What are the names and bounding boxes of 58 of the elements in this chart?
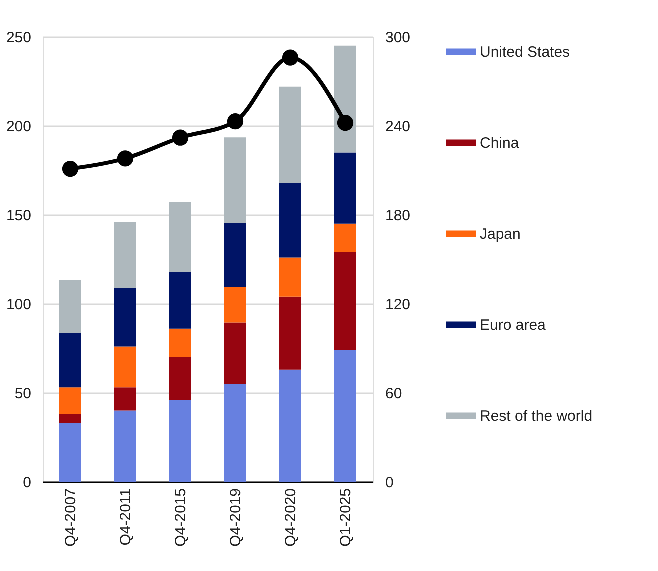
bar bbox=[114, 388, 136, 411]
y2-tick-label: 0 bbox=[386, 474, 394, 492]
x-tick-label: Q1-2025 bbox=[338, 488, 354, 547]
bar bbox=[60, 333, 82, 388]
bar bbox=[170, 400, 192, 482]
bar bbox=[224, 223, 246, 288]
x-tick-label: Q4-2015 bbox=[172, 488, 190, 547]
legend-label: Japan bbox=[480, 226, 521, 243]
y2-tick-label: 180 bbox=[386, 208, 411, 224]
bar bbox=[224, 384, 246, 482]
y2-tick-label: 120 bbox=[386, 296, 411, 314]
point bbox=[117, 150, 134, 167]
y2-tick-label: 60 bbox=[386, 386, 402, 402]
x-tick-label: Q4-2007 bbox=[62, 488, 80, 547]
y-tick-label: 150 bbox=[6, 208, 32, 224]
bar bbox=[170, 202, 192, 272]
bar bbox=[60, 414, 82, 424]
bar bbox=[114, 346, 136, 388]
y-tick-label: 0 bbox=[23, 474, 32, 492]
y-tick-label: 250 bbox=[6, 30, 32, 46]
legend-label: United States bbox=[480, 44, 570, 61]
legend-label: China bbox=[480, 135, 520, 152]
bar bbox=[280, 296, 302, 370]
bar bbox=[334, 152, 356, 224]
bar bbox=[170, 328, 192, 358]
bar bbox=[334, 350, 356, 482]
bar bbox=[60, 388, 82, 414]
point bbox=[172, 130, 189, 146]
bar bbox=[280, 258, 302, 297]
bar bbox=[224, 287, 246, 323]
bar bbox=[114, 410, 136, 482]
x-tick-label: Q4-2020 bbox=[282, 488, 300, 547]
y2-tick-label: 300 bbox=[386, 30, 411, 46]
bar bbox=[170, 357, 192, 400]
point bbox=[227, 114, 244, 130]
bar bbox=[60, 280, 82, 334]
point bbox=[62, 160, 79, 178]
legend-label: Euro area bbox=[480, 317, 547, 334]
bar bbox=[334, 252, 356, 350]
point bbox=[282, 50, 299, 66]
bar bbox=[280, 86, 302, 183]
bar bbox=[280, 182, 302, 258]
y-tick-label: 200 bbox=[6, 118, 32, 136]
bar bbox=[280, 370, 302, 482]
bar bbox=[224, 138, 246, 224]
x-tick-label: Q4-2019 bbox=[228, 488, 244, 547]
x-tick-label: Q4-2011 bbox=[118, 488, 134, 546]
y2-tick-label: 240 bbox=[386, 118, 411, 136]
y-tick-label: 100 bbox=[6, 296, 32, 314]
bar bbox=[170, 272, 192, 329]
bar bbox=[224, 322, 246, 384]
bar bbox=[114, 222, 136, 288]
bar bbox=[334, 224, 356, 252]
y-tick-label: 50 bbox=[14, 386, 32, 402]
legend-label: Rest of the world bbox=[480, 408, 593, 425]
bar bbox=[114, 288, 136, 347]
bar bbox=[60, 423, 82, 482]
point bbox=[337, 114, 354, 132]
